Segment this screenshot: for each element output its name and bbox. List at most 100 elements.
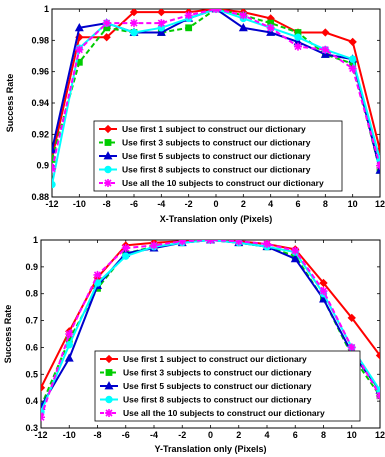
legend: Use first 1 subject to construct our dic… xyxy=(93,120,343,192)
data-point xyxy=(65,341,73,349)
y-tick-label: 0.9 xyxy=(36,161,49,171)
legend-label: Use all the 10 subjects to construct our… xyxy=(123,408,325,418)
data-point xyxy=(150,241,158,250)
legend-label: Use first 8 subjects to construct our di… xyxy=(122,165,311,175)
x-tick-label: 10 xyxy=(347,430,357,440)
data-point xyxy=(348,37,357,47)
data-point xyxy=(41,383,46,392)
data-point xyxy=(206,240,215,244)
data-point xyxy=(266,27,276,36)
legend-marker xyxy=(104,179,112,187)
y-axis-label: Success Rate xyxy=(3,305,13,364)
y-tick-label: 0.8 xyxy=(25,289,38,299)
data-point xyxy=(238,22,248,32)
x-tick-label: -2 xyxy=(185,199,193,209)
x-tick-label: -8 xyxy=(93,430,101,440)
series-5 xyxy=(52,9,380,173)
data-point xyxy=(178,240,187,246)
legend-label: Use first 3 subjects to construct our di… xyxy=(123,368,312,378)
data-point xyxy=(52,180,56,189)
data-point xyxy=(122,252,130,260)
x-tick-label: 2 xyxy=(241,199,246,209)
x-tick-label: 12 xyxy=(375,199,385,209)
y-tick-label: 0.5 xyxy=(25,369,38,379)
y-tick-label: 0.9 xyxy=(25,262,38,272)
x-tick-label: -12 xyxy=(34,430,47,440)
y-tick-label: 0.96 xyxy=(31,67,49,77)
x-axis-label: X-Translation only (Pixels) xyxy=(160,214,273,224)
legend-marker xyxy=(104,165,112,174)
x-tick-label: 4 xyxy=(264,430,269,440)
legend-marker xyxy=(105,409,113,417)
data-point xyxy=(156,27,166,36)
data-point xyxy=(294,42,302,51)
legend-label: Use first 5 subjects to construct our di… xyxy=(123,381,312,391)
data-point xyxy=(376,391,380,400)
data-point xyxy=(52,145,57,154)
y-tick-label: 0.92 xyxy=(31,129,49,139)
data-point xyxy=(290,253,300,263)
x-tick-label: 0 xyxy=(208,430,213,440)
data-point xyxy=(347,343,356,352)
data-point xyxy=(130,19,138,28)
series-5 xyxy=(41,240,380,422)
x-tick-label: -4 xyxy=(150,430,158,440)
legend-marker xyxy=(105,369,113,376)
data-point xyxy=(41,413,45,422)
legend-marker xyxy=(105,395,113,404)
chart-panel-1: -12 -10 -8 -6 -4 -2 0 2 4 6 8 10 12 0.88 0.9 0.92 0.94 0.… xyxy=(5,4,385,224)
legend-box xyxy=(94,350,361,422)
data-point xyxy=(184,11,193,20)
x-tick-label: 0 xyxy=(213,199,218,209)
y-tick-label: 0.88 xyxy=(31,192,49,202)
data-point xyxy=(121,244,130,253)
data-point xyxy=(74,22,84,32)
x-tick-label: -4 xyxy=(157,199,165,209)
data-point xyxy=(212,9,220,13)
y-tick-label: 0.98 xyxy=(31,35,49,45)
x-tick-label: 8 xyxy=(323,199,328,209)
x-tick-label: -10 xyxy=(63,430,76,440)
data-point xyxy=(321,28,330,37)
legend-box xyxy=(93,120,343,192)
data-point xyxy=(157,9,166,17)
legend-label: Use first 1 subject to construct our dic… xyxy=(122,124,306,134)
legend: Use first 1 subject to construct our dic… xyxy=(94,350,361,422)
y-tick-label: 0.7 xyxy=(25,316,38,326)
x-tick-label: 2 xyxy=(236,430,241,440)
data-point xyxy=(239,11,248,20)
data-point xyxy=(234,240,243,246)
legend-label: Use first 3 subjects to construct our di… xyxy=(122,138,311,148)
x-tick-label: -10 xyxy=(73,199,86,209)
legend-label: Use all the 10 subjects to construct our… xyxy=(122,178,324,188)
data-point xyxy=(130,28,138,37)
chart-panel-2: -12 -10 -8 -6 -4 -2 0 2 4 6 8 10 12 0.3 0.4 0.5 0.6 0.7 0.… xyxy=(3,235,385,454)
data-point xyxy=(102,19,111,28)
legend-label: Use first 1 subject to construct our dic… xyxy=(123,354,307,364)
legend-marker xyxy=(104,354,114,364)
legend-marker xyxy=(104,381,114,390)
data-point xyxy=(348,64,357,73)
data-point xyxy=(291,246,300,255)
data-point xyxy=(319,287,328,296)
legend-marker xyxy=(103,124,113,134)
data-point xyxy=(321,45,330,54)
x-axis-label: Y-Translation only (Pixels) xyxy=(154,444,266,454)
y-tick-label: 0.94 xyxy=(31,98,49,108)
data-point xyxy=(375,165,380,174)
x-tick-label: 12 xyxy=(375,430,385,440)
data-point xyxy=(102,33,111,42)
y-tick-label: 1 xyxy=(44,4,49,14)
x-tick-label: -6 xyxy=(130,199,138,209)
data-point xyxy=(347,313,356,323)
data-point xyxy=(320,49,330,58)
data-point xyxy=(52,164,56,173)
y-axis-label: Success Rate xyxy=(5,74,15,133)
x-tick-label: 6 xyxy=(295,199,300,209)
x-tick-label: -6 xyxy=(122,430,130,440)
data-point xyxy=(157,19,166,28)
data-point xyxy=(65,330,74,338)
legend-label: Use first 8 subjects to construct our di… xyxy=(123,395,312,405)
x-tick-label: 4 xyxy=(268,199,273,209)
y-tick-label: 1 xyxy=(33,235,38,245)
